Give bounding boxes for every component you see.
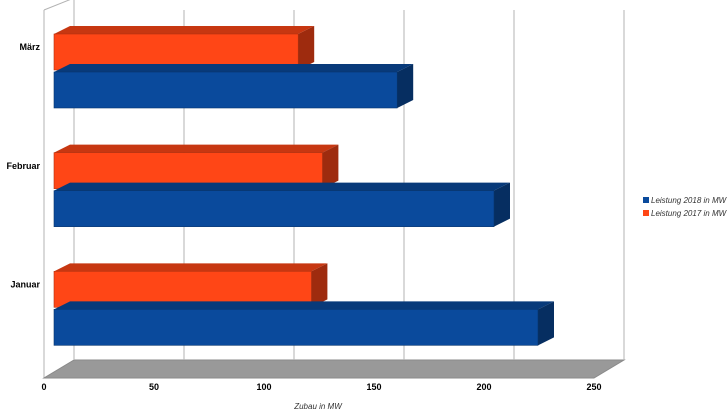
legend-item: Leistung 2017 in MW [643,209,728,218]
bar-2017 [53,26,315,71]
bar-end-face [397,64,414,108]
bar-front-face [53,309,539,346]
x-tick-label: 250 [586,382,601,392]
bar-2018 [53,64,414,109]
bar-end-face [538,301,554,346]
bar-front-face [53,71,398,109]
bar-front-face [53,190,495,227]
bar-top-face [54,301,554,310]
bar-2018 [53,182,510,227]
legend-swatch [643,197,649,203]
category-label: Februar [6,161,40,171]
x-tick-label: 150 [366,382,381,392]
bar-end-face [298,26,315,70]
bar-end-face [322,144,339,189]
legend-item: Leistung 2018 in MW [643,196,728,205]
category-label: März [19,42,40,52]
bar-2017 [53,144,339,189]
category-label: Januar [10,280,40,290]
bar-end-face [311,263,328,308]
bar-2017 [53,263,328,308]
bar-top-face [54,26,315,34]
bar-end-face [494,182,510,227]
legend-label: Leistung 2017 in MW [651,209,728,218]
legend: Leistung 2018 in MW Leistung 2017 in MW [643,196,728,218]
chart-floor [42,359,626,379]
legend-swatch [643,210,649,216]
x-tick-labels: 0 50 100 150 200 250 [41,382,601,392]
x-tick-label: 200 [476,382,491,392]
bar-top-face [54,182,510,191]
left-wall-edge [43,0,71,378]
bar-top-face [54,64,414,72]
category-labels: März Februar Januar [6,42,40,289]
bar-top-face [54,263,328,272]
x-axis-label: Zubau in MW [293,402,343,410]
x-tick-label: 100 [256,382,271,392]
x-tick-label: 0 [41,382,46,392]
bars [53,26,554,346]
bar-2018 [53,301,554,346]
legend-label: Leistung 2018 in MW [651,196,728,205]
bar-top-face [54,144,339,153]
x-tick-label: 50 [149,382,159,392]
